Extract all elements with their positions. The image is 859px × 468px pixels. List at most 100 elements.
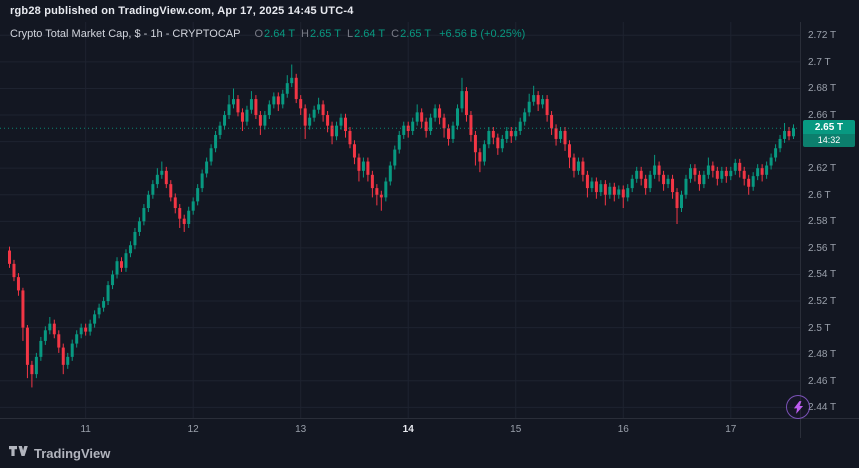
candle-body	[397, 134, 401, 150]
candle-body	[491, 130, 495, 138]
candle-body	[765, 165, 769, 175]
candle-body	[384, 181, 388, 198]
candle-body	[294, 77, 298, 100]
candle-body	[115, 261, 119, 275]
time-axis-label: 12	[187, 424, 199, 435]
publish-bar: rgb28 published on TradingView.com, Apr …	[0, 0, 859, 22]
candle-body	[128, 245, 132, 254]
candle-body	[388, 165, 392, 182]
candle-body	[787, 130, 791, 137]
candle-body	[630, 178, 634, 189]
flash-boost-icon[interactable]	[786, 395, 810, 419]
candle-body	[232, 99, 235, 105]
candle-body	[545, 99, 549, 116]
tradingview-logo-icon	[9, 446, 28, 456]
tradingview-logo[interactable]: TradingView	[9, 446, 110, 461]
candle-body	[657, 165, 661, 175]
candle-body	[191, 201, 195, 211]
candle-body	[375, 188, 379, 195]
candle-body	[523, 112, 527, 122]
candle-body	[308, 117, 312, 126]
candle-body	[760, 168, 764, 175]
candle-body	[25, 327, 29, 365]
candle-body	[420, 112, 424, 122]
publish-text: rgb28 published on TradingView.com, Apr …	[10, 5, 354, 17]
candle-body	[756, 168, 760, 177]
ohlc-key: O	[254, 28, 264, 40]
candle-body	[151, 184, 155, 195]
candle-body	[621, 189, 625, 198]
candle-body	[52, 323, 56, 335]
candle-body	[142, 208, 146, 222]
time-axis-label: 17	[725, 424, 737, 435]
candle-body	[182, 218, 186, 224]
time-axis-label: 15	[510, 424, 522, 435]
candle-body	[617, 189, 621, 195]
price-axis[interactable]: 2.65 T 14:32 2.72 T2.7 T2.68 T2.66 T2.64…	[800, 22, 859, 438]
candle-body	[648, 174, 652, 189]
ohlc-value: 2.64 T	[264, 28, 296, 40]
candle-body	[272, 96, 276, 105]
candle-body	[576, 161, 580, 171]
candle-body	[612, 186, 616, 195]
ohlc-value: 2.65 T	[400, 28, 432, 40]
candle-body	[164, 170, 168, 185]
time-axis-label: 16	[617, 424, 629, 435]
candle-body	[357, 157, 361, 171]
price-axis-label: 2.48 T	[808, 349, 837, 361]
candle-body	[339, 117, 343, 126]
price-axis-label: 2.6 T	[808, 189, 831, 201]
candle-body	[88, 323, 92, 332]
candle-body	[93, 314, 97, 324]
time-axis-label: 14	[402, 424, 414, 435]
candle-body	[783, 130, 787, 139]
legend-ohlc: O 2.64 T H 2.65 T L 2.64 T C 2.65 T	[248, 28, 431, 40]
chart-pane[interactable]: Crypto Total Market Cap, $ - 1h - CRYPTO…	[0, 22, 859, 438]
candle-body	[751, 176, 755, 187]
price-axis-label: 2.56 T	[808, 242, 837, 254]
price-axis-label: 2.68 T	[808, 83, 837, 95]
ohlc-value: 2.65 T	[310, 28, 341, 40]
candle-body	[680, 194, 683, 209]
candle-body	[281, 93, 285, 105]
candle-body	[505, 130, 509, 139]
candle-body	[146, 194, 150, 209]
candle-body	[240, 112, 244, 122]
price-axis-label: 2.44 T	[808, 402, 837, 414]
bar-countdown-label: 14:32	[803, 134, 855, 148]
candle-body	[169, 184, 173, 198]
candle-body	[178, 208, 182, 219]
price-axis-label: 2.72 T	[808, 30, 837, 42]
candle-body	[644, 178, 648, 189]
candle-body	[321, 104, 325, 116]
candle-body	[70, 343, 74, 357]
candle-body	[312, 109, 316, 118]
candle-body	[236, 99, 240, 113]
candle-body	[124, 253, 128, 268]
candle-body	[223, 115, 227, 126]
candle-body	[205, 161, 209, 174]
candle-body	[518, 121, 522, 131]
candle-body	[626, 188, 630, 198]
candle-body	[688, 168, 692, 179]
candle-body	[173, 197, 177, 209]
candle-body	[335, 125, 339, 137]
candle-body	[590, 181, 594, 189]
candle-body	[258, 115, 262, 126]
symbol-title: Crypto Total Market Cap, $ - 1h - CRYPTO…	[10, 28, 241, 40]
candle-body	[370, 174, 374, 189]
price-axis-label: 2.46 T	[808, 375, 837, 387]
candle-body	[639, 170, 643, 179]
ohlc-key: C	[391, 28, 400, 40]
candle-body	[581, 161, 585, 175]
candle-body	[227, 104, 231, 116]
time-axis[interactable]: 11 12 13 14 15 16 17	[0, 418, 859, 439]
candle-body	[675, 192, 679, 209]
candle-body	[48, 323, 52, 331]
candle-body	[218, 125, 222, 135]
candlestick-chart[interactable]	[0, 22, 859, 418]
candle-body	[603, 184, 607, 195]
candle-body	[415, 112, 419, 122]
candle-body	[326, 115, 330, 126]
candle-body	[61, 347, 65, 365]
